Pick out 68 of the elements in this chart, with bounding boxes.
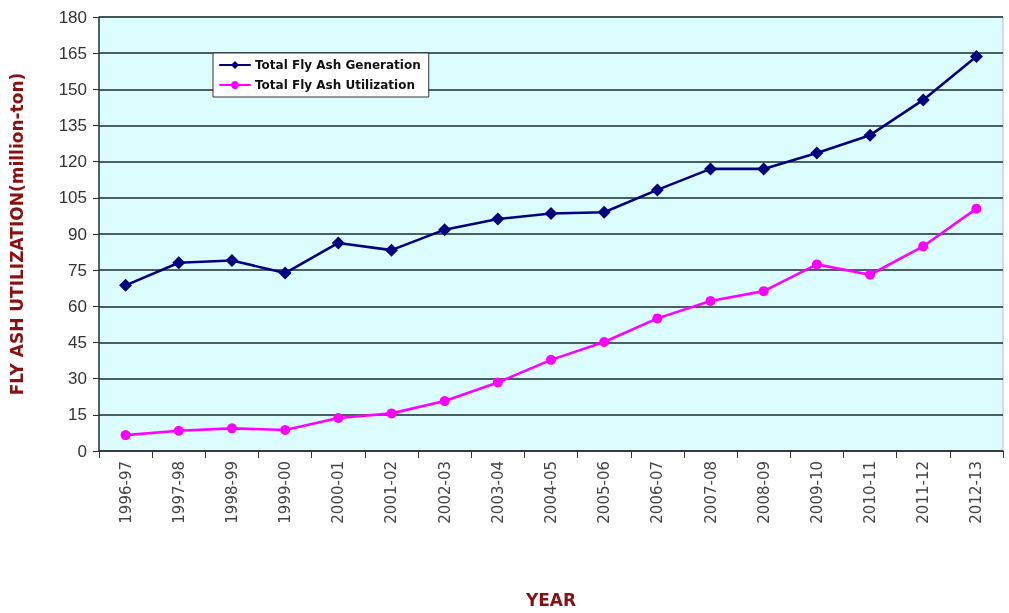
point [810,146,824,160]
x-tick-label: 2003-04 [488,461,507,524]
y-tick-label: 30 [68,369,87,389]
point [650,183,664,197]
y-tick-label: 120 [58,152,87,172]
point [438,223,452,237]
y-tick-label: 75 [68,260,87,280]
x-tick-label: 2010-11 [861,461,880,524]
point [226,423,237,434]
point [492,377,503,388]
y-tick-label: 60 [68,296,87,316]
point [119,278,133,292]
x-tick-label: 2007-08 [701,461,720,524]
point [916,93,930,107]
x-tick-label: 2000-01 [329,461,348,524]
y-tick-label: 180 [58,7,87,27]
point [120,430,131,441]
point [704,162,718,176]
x-tick-label: 2004-05 [542,461,560,524]
point [865,269,876,280]
legend-label: Total Fly Ash Utilization [255,78,415,92]
x-tick-label: 2002-03 [435,461,454,524]
point [278,266,292,280]
point [969,50,983,64]
x-tick-label: 1996-97 [116,461,135,524]
legend-label: Total Fly Ash Generation [255,58,421,72]
x-tick-label: 2011-12 [914,461,933,524]
point [652,313,663,324]
y-tick-label: 165 [58,43,87,63]
point [439,396,450,407]
x-tick-label: 1997-98 [169,461,188,524]
point [863,128,877,142]
x-axis-title: YEAR [524,589,577,610]
y-tick-label: 105 [58,188,87,208]
y-tick-label: 135 [58,116,87,135]
y-tick-label: 90 [68,224,87,244]
x-tick-label: 2001-02 [382,461,401,524]
x-tick-label: 2008-09 [754,461,773,524]
point [491,212,505,226]
point [173,425,184,436]
point [758,286,769,297]
x-tick-label: 2009-10 [807,461,826,524]
point [333,412,344,423]
point [544,207,558,221]
point [811,259,822,270]
point [597,205,611,219]
x-tick-label: 2012-13 [967,461,986,524]
point [384,243,398,257]
point [280,425,291,436]
point [918,241,929,252]
x-tick-label: 2006-07 [648,461,667,524]
y-tick-label: 150 [58,79,87,99]
y-tick-label: 45 [68,333,87,352]
y-axis-title: FLY ASH UTILIZATION(million-ton) [6,72,27,396]
x-tick-label: 2005-06 [595,461,614,524]
y-tick-label: 15 [68,405,87,425]
point [225,254,239,268]
x-tick-label: 1999-00 [276,461,295,524]
x-tick-label: 1998-99 [222,461,241,524]
point [705,296,716,307]
y-tick-label: 0 [77,441,87,461]
point [172,256,186,270]
point [599,337,610,348]
point [386,408,397,419]
point [546,354,556,365]
point [971,203,982,214]
point [331,236,345,250]
point [757,162,771,176]
